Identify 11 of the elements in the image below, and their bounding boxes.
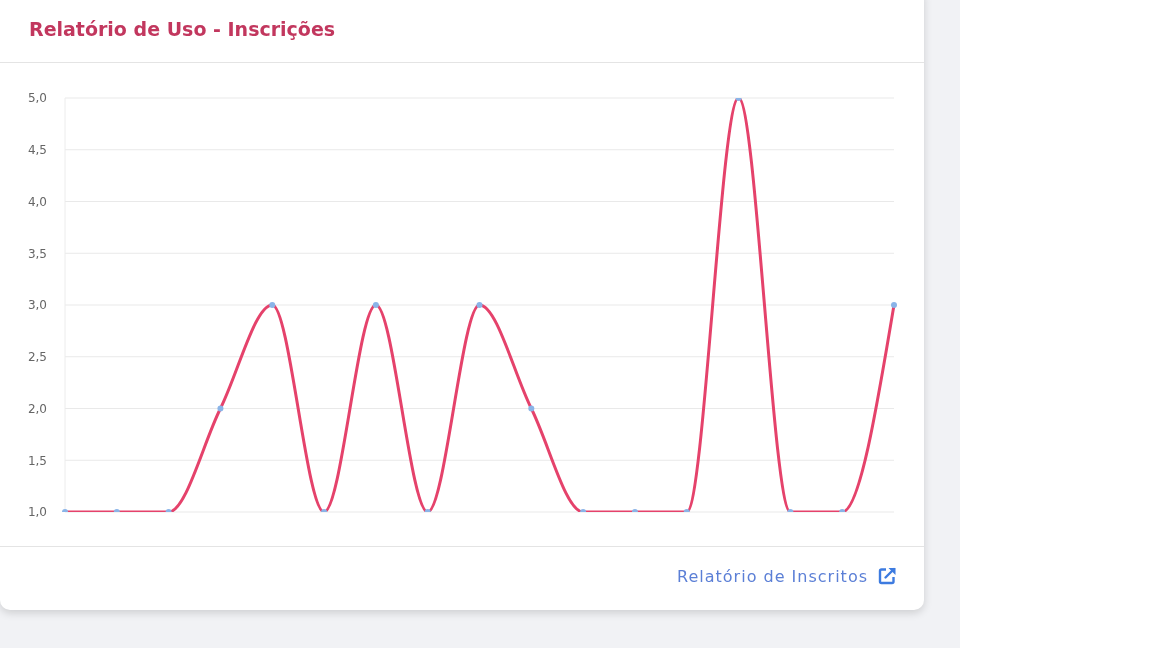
y-tick-label: 1,0 <box>27 505 47 520</box>
y-tick-label: 3,5 <box>27 246 47 261</box>
y-tick-label: 5,0 <box>27 91 47 106</box>
y-tick-label: 2,5 <box>27 350 47 365</box>
y-tick-label: 4,5 <box>27 143 47 158</box>
y-tick-label: 2,0 <box>27 401 47 416</box>
y-tick-label: 4,0 <box>27 194 47 209</box>
chart-title: Relatório de Uso - Inscrições <box>29 18 336 40</box>
text: Relatório de Inscritos <box>677 566 868 586</box>
y-tick-label: 1,5 <box>27 453 47 468</box>
y-tick-label: 3,0 <box>27 298 47 313</box>
